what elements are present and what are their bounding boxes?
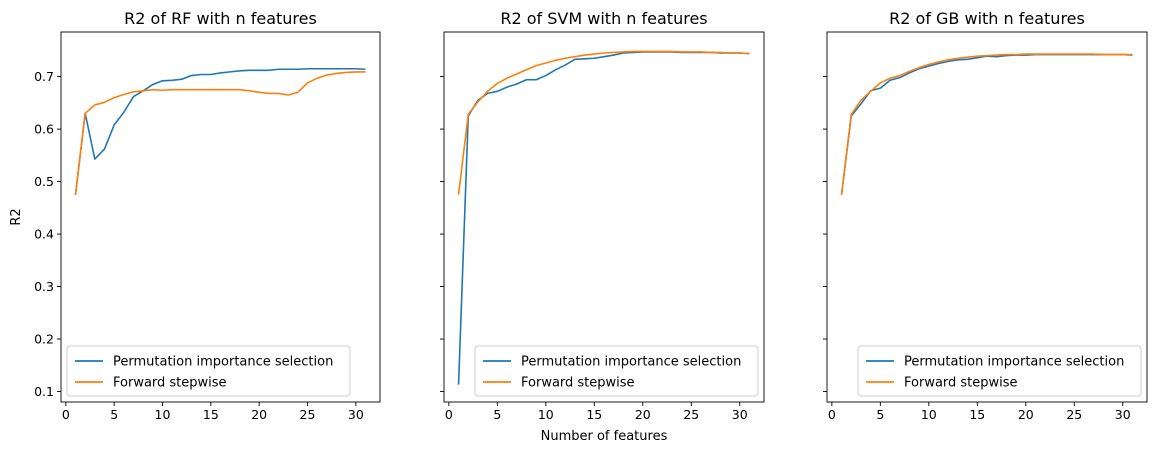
chart-title: R2 of GB with n features xyxy=(889,9,1085,28)
y-tick-label: 0.1 xyxy=(34,384,54,399)
x-tick-label: 10 xyxy=(538,407,554,422)
legend-box xyxy=(474,345,759,397)
y-tick-label: 0.6 xyxy=(34,122,54,137)
x-tick-label: 15 xyxy=(586,407,602,422)
x-tick-label: 20 xyxy=(635,407,651,422)
chart-panel-1: R2 of RF with n features 0 5 10 15 20 25 30 0.1 0… xyxy=(9,9,381,422)
x-tick-label: 5 xyxy=(876,407,884,422)
axes-frame xyxy=(826,31,1148,403)
legend: Permutation importance selection Forward … xyxy=(66,345,351,397)
series-line-1 xyxy=(74,67,366,195)
chart-panel-2: R2 of SVM with n features 0 5 10 15 20 25 30 Num… xyxy=(440,9,765,444)
series-line-2 xyxy=(74,71,366,195)
x-tick-label: 30 xyxy=(348,407,364,422)
series-line-1 xyxy=(840,53,1133,195)
x-tick-label: 10 xyxy=(921,407,937,422)
x-tick-label: 15 xyxy=(203,407,219,422)
legend-box xyxy=(66,345,351,397)
x-tick-label: 15 xyxy=(969,407,985,422)
y-tick-label: 0.5 xyxy=(34,174,54,189)
x-tick-label: 30 xyxy=(1115,407,1131,422)
y-axis-label: R2 xyxy=(9,208,24,225)
legend-label-2: Forward stepwise xyxy=(521,376,635,391)
legend: Permutation importance selection Forward … xyxy=(474,345,759,397)
axes-frame xyxy=(60,31,381,403)
x-tick-label: 0 xyxy=(445,407,453,422)
x-tick-label: 5 xyxy=(110,407,118,422)
x-tick-label: 5 xyxy=(493,407,501,422)
legend-label-2: Forward stepwise xyxy=(904,376,1018,391)
y-tick-label: 0.7 xyxy=(34,69,54,84)
y-tick-label: 0.2 xyxy=(34,332,54,347)
legend-label-2: Forward stepwise xyxy=(113,376,227,391)
legend-label-1: Permutation importance selection xyxy=(113,355,333,370)
series-line-1 xyxy=(457,51,750,385)
chart-panel-3: R2 of GB with n features 0 5 10 15 20 25 30 Perm… xyxy=(823,9,1148,422)
y-tick-label: 0.4 xyxy=(34,227,54,242)
axes-frame xyxy=(443,31,765,403)
x-tick-label: 20 xyxy=(251,407,267,422)
y-tick-label: 0.3 xyxy=(34,279,54,294)
series-line-2 xyxy=(840,53,1133,195)
x-axis-label: Number of features xyxy=(541,429,668,444)
x-tick-label: 25 xyxy=(1066,407,1082,422)
chart-title: R2 of SVM with n features xyxy=(500,9,707,28)
x-tick-label: 20 xyxy=(1018,407,1034,422)
series-line-2 xyxy=(457,50,750,195)
chart-title: R2 of RF with n features xyxy=(124,9,317,28)
x-tick-label: 30 xyxy=(732,407,748,422)
x-tick-label: 0 xyxy=(828,407,836,422)
x-tick-label: 25 xyxy=(300,407,316,422)
x-tick-label: 10 xyxy=(155,407,171,422)
x-tick-label: 25 xyxy=(683,407,699,422)
legend-label-1: Permutation importance selection xyxy=(904,355,1124,370)
legend-label-1: Permutation importance selection xyxy=(521,355,741,370)
legend: Permutation importance selection Forward … xyxy=(857,345,1142,397)
x-tick-label: 0 xyxy=(62,407,70,422)
legend-box xyxy=(857,345,1142,397)
